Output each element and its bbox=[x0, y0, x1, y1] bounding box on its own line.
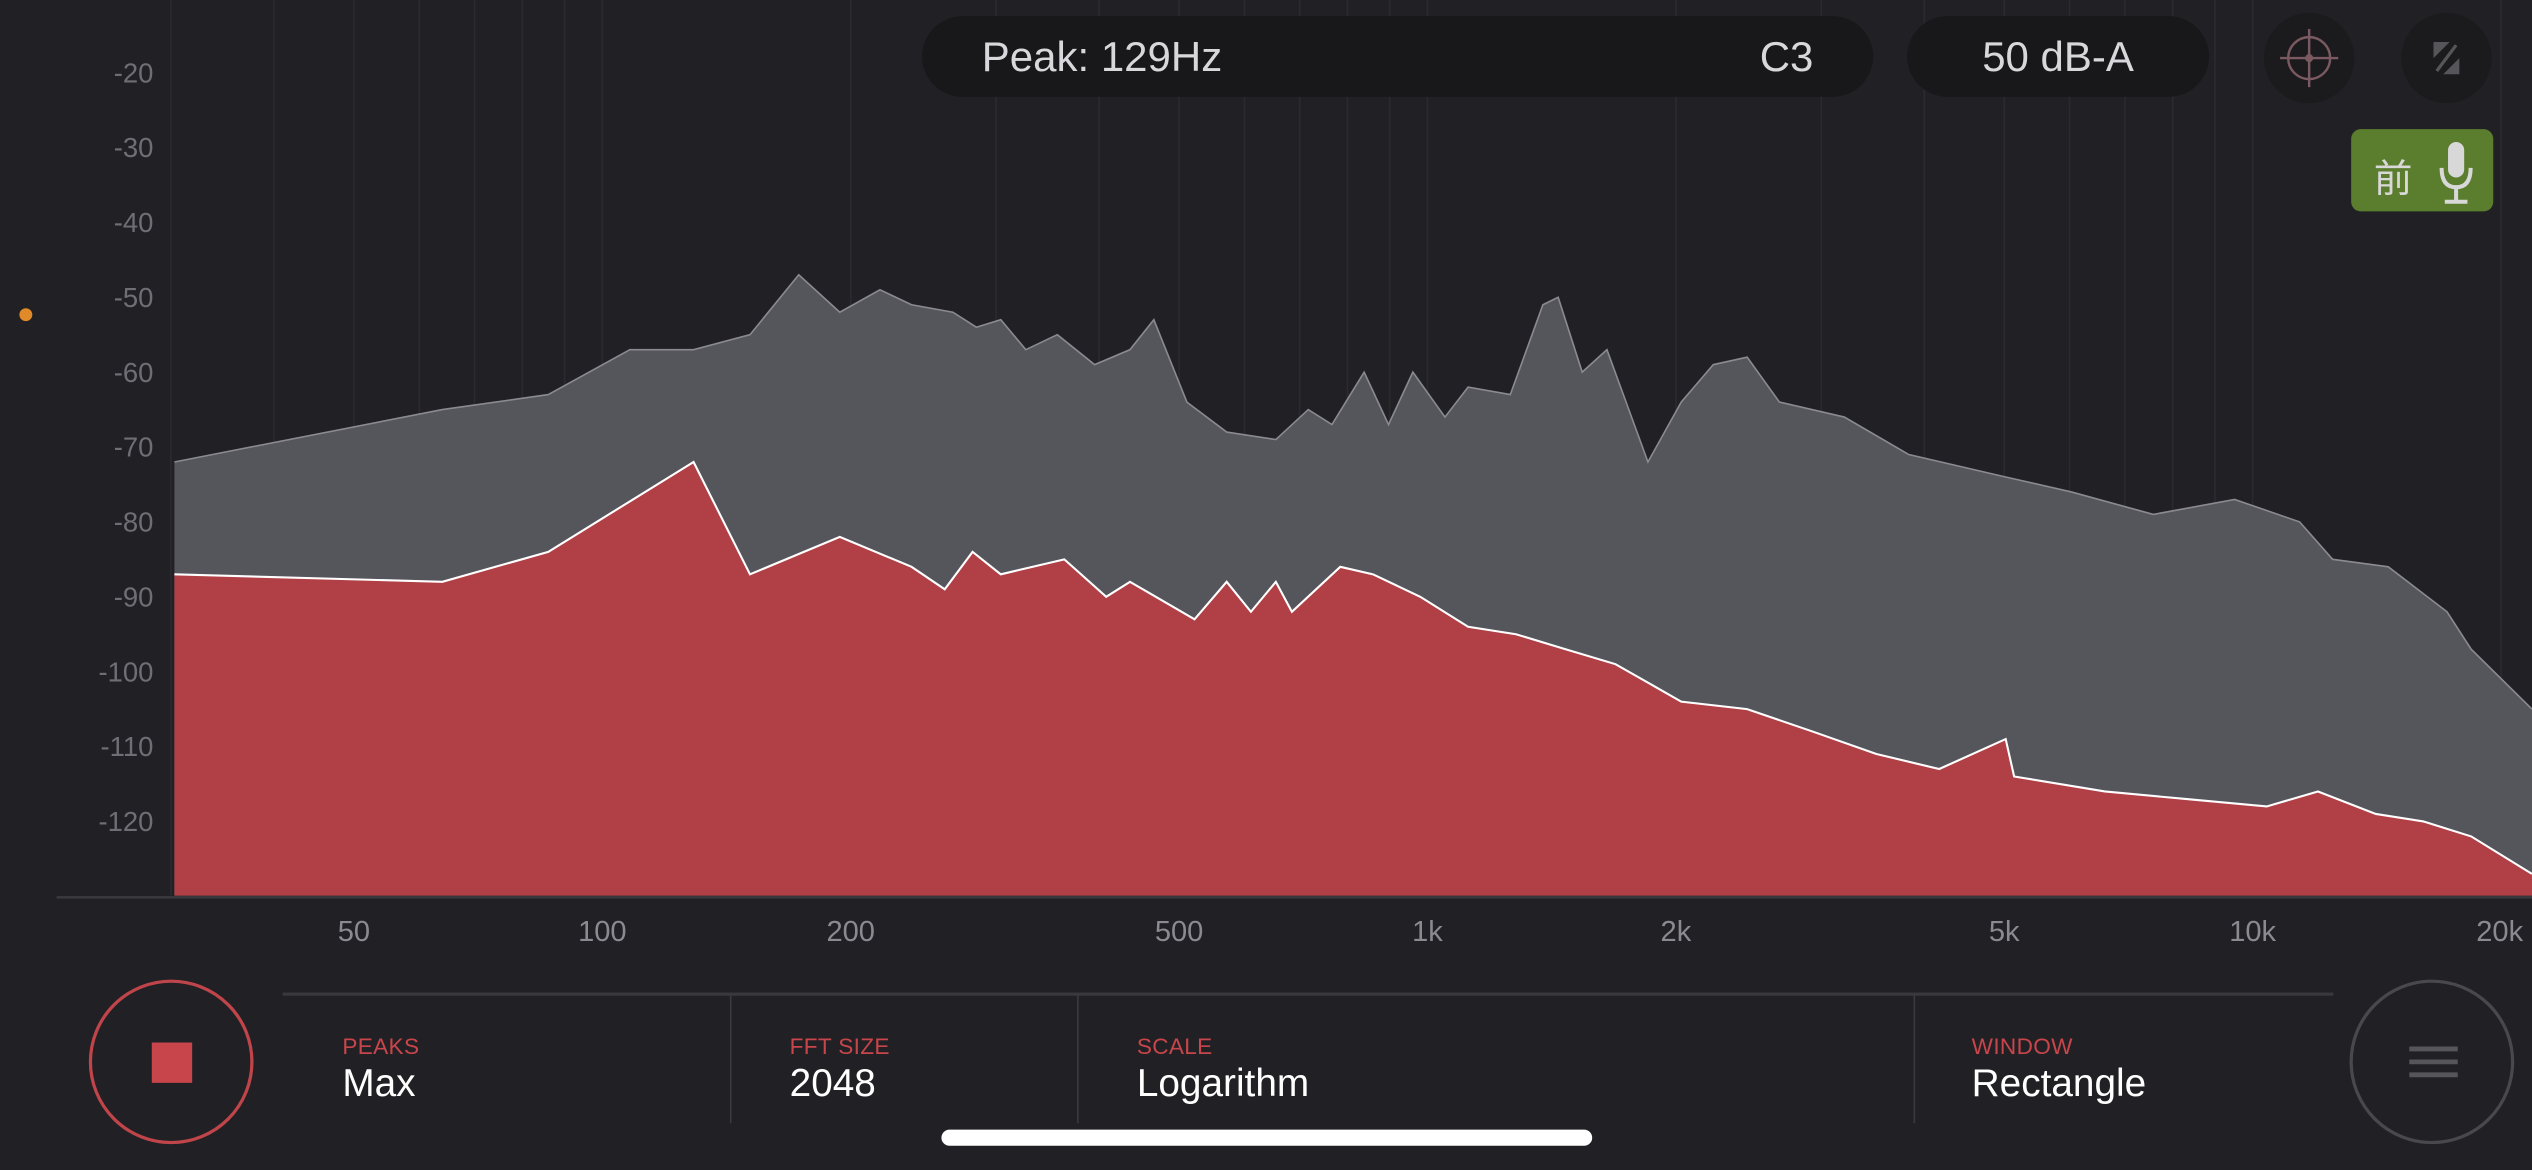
stop-icon bbox=[151, 1042, 193, 1083]
y-tick-label: -70 bbox=[114, 432, 154, 463]
setting-value: Rectangle bbox=[1971, 1061, 2147, 1106]
level-readout[interactable]: 50 dB-A bbox=[1907, 16, 2210, 97]
x-tick-label: 200 bbox=[826, 916, 874, 948]
y-tick-label: -50 bbox=[114, 282, 154, 313]
y-tick-label: -40 bbox=[114, 207, 154, 238]
x-tick-label: 100 bbox=[578, 916, 626, 948]
x-tick-label: 20k bbox=[2476, 916, 2523, 948]
setting-label: PEAKS bbox=[342, 1032, 420, 1059]
divider bbox=[729, 994, 732, 1124]
peak-note: C3 bbox=[1759, 32, 1814, 81]
x-tick-label: 10k bbox=[2229, 916, 2276, 948]
setting-label: SCALE bbox=[1136, 1032, 1213, 1059]
y-tick-label: -120 bbox=[98, 806, 153, 837]
level-marker bbox=[19, 308, 33, 322]
y-tick-label: -30 bbox=[114, 132, 154, 163]
setting-label: WINDOW bbox=[1971, 1032, 2073, 1059]
x-tick-label: 1k bbox=[1412, 916, 1443, 948]
divider bbox=[1077, 994, 1079, 1124]
level-value: 50 dB-A bbox=[1982, 32, 2134, 81]
divider bbox=[1913, 994, 1916, 1124]
mic-label: 前 bbox=[2373, 156, 2413, 202]
y-tick-label: -80 bbox=[114, 507, 154, 538]
spectrum-chart: -20 -30 -40 -50 -60 -70 -80 -90 -100 -110 -120 50 1… bbox=[56, 57, 2532, 948]
setting-scale[interactable]: SCALE Logarithm bbox=[1077, 994, 1913, 1123]
target-button[interactable] bbox=[2263, 12, 2355, 104]
series-area-current bbox=[174, 462, 2532, 896]
setting-peaks[interactable]: PEAKS Max bbox=[283, 994, 730, 1123]
menu-button[interactable] bbox=[2349, 979, 2515, 1145]
y-tick-label: -100 bbox=[98, 656, 153, 687]
x-tick-label: 5k bbox=[1989, 916, 2020, 948]
y-tick-label: -110 bbox=[100, 731, 153, 762]
setting-fft-size[interactable]: FFT SIZE 2048 bbox=[730, 994, 1077, 1123]
setting-value: 2048 bbox=[789, 1061, 876, 1106]
setting-window[interactable]: WINDOW Rectangle bbox=[1914, 994, 2334, 1123]
y-tick-label: -20 bbox=[114, 57, 154, 88]
microphone-icon bbox=[2439, 142, 2473, 204]
series-line-peak-hold bbox=[174, 273, 2532, 710]
peak-readout: Peak: 129Hz C3 bbox=[922, 16, 1874, 97]
crosshair-icon bbox=[2280, 29, 2339, 88]
menu-icon bbox=[2409, 1046, 2458, 1078]
settings-divider bbox=[282, 992, 2334, 996]
y-tick-label: -60 bbox=[114, 357, 154, 388]
x-tick-label: 50 bbox=[338, 916, 370, 948]
expand-icon bbox=[2433, 41, 2460, 75]
peak-frequency: Peak: 129Hz bbox=[981, 32, 1223, 81]
home-indicator bbox=[941, 1129, 1593, 1146]
setting-label: FFT SIZE bbox=[789, 1032, 890, 1059]
y-tick-label: -90 bbox=[114, 581, 154, 612]
stop-button[interactable] bbox=[88, 979, 254, 1145]
x-tick-label: 2k bbox=[1661, 916, 1692, 948]
microphone-button[interactable]: 前 bbox=[2351, 129, 2494, 212]
setting-value: Max bbox=[342, 1061, 416, 1106]
x-tick-label: 500 bbox=[1155, 916, 1203, 948]
expand-button[interactable] bbox=[2401, 12, 2492, 104]
setting-value: Logarithm bbox=[1136, 1061, 1310, 1106]
series-line-current bbox=[174, 460, 2532, 875]
